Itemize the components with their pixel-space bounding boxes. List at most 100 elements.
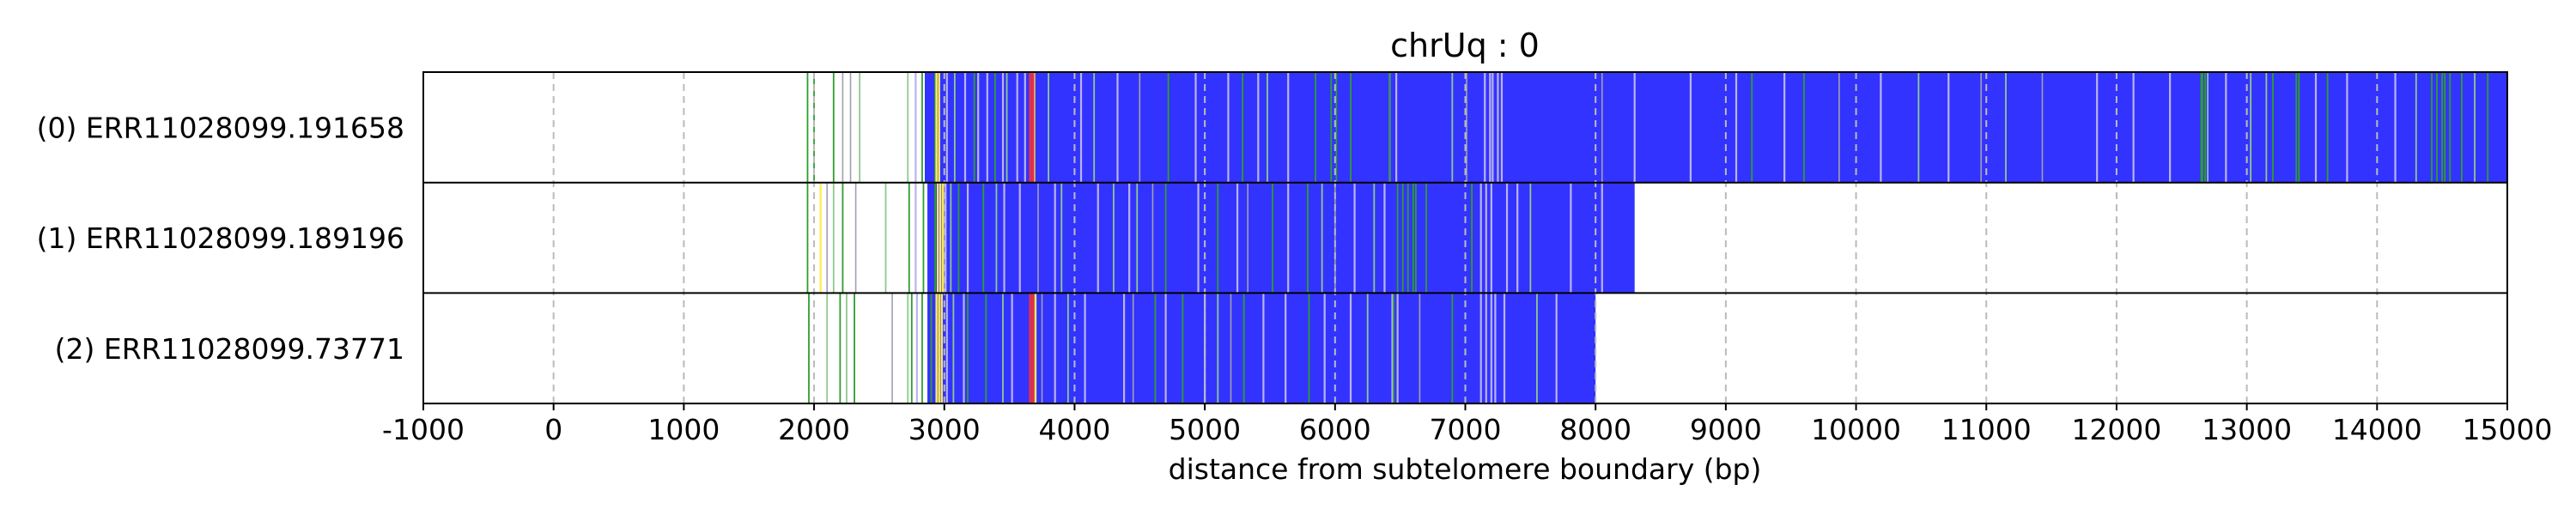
- read-row-1: [423, 182, 2507, 294]
- x-tick-label: 1000: [647, 413, 720, 446]
- green-feature-line: [841, 182, 844, 294]
- yellow-feature-line: [935, 293, 938, 404]
- lavender-feature-line: [1505, 182, 1509, 294]
- gray-feature-line: [1601, 72, 1603, 183]
- read-fill-bar: [927, 293, 1596, 404]
- yellow-feature-line: [939, 182, 942, 294]
- green-feature-line: [2298, 72, 2300, 183]
- x-tick-label: 12000: [2071, 413, 2161, 446]
- green-feature-line: [2436, 72, 2438, 183]
- light-green-feature-line: [2265, 72, 2268, 183]
- green-feature-line: [2326, 72, 2329, 183]
- lavender-feature-line: [963, 72, 967, 183]
- lavender-feature-line: [1227, 72, 1230, 183]
- green-feature-line: [1412, 182, 1414, 294]
- gray-feature-line: [1037, 182, 1039, 294]
- x-tick-label: 13000: [2202, 413, 2292, 446]
- lavender-feature-line: [1633, 72, 1636, 183]
- lavender-feature-line: [1323, 293, 1326, 404]
- lavender-feature-line: [1479, 293, 1482, 404]
- x-tick-label: -1000: [382, 413, 465, 446]
- lavender-feature-line: [1001, 72, 1005, 183]
- green-feature-line: [1242, 72, 1244, 183]
- light-green-feature-line: [826, 293, 829, 404]
- lavender-feature-line: [1479, 182, 1482, 294]
- light-green-feature-line: [1093, 72, 1096, 183]
- green-feature-line: [930, 293, 933, 404]
- yellow-feature-line: [936, 182, 939, 294]
- gray-feature-line: [1838, 72, 1840, 183]
- light-green-feature-line: [1917, 72, 1920, 183]
- lavender-feature-line: [915, 293, 918, 404]
- light-green-feature-line: [1529, 182, 1532, 294]
- green-feature-line: [2444, 72, 2446, 183]
- light-green-feature-line: [1536, 293, 1538, 404]
- green-feature-line: [934, 72, 937, 183]
- green-feature-line: [1451, 293, 1454, 404]
- light-green-feature-line: [1066, 293, 1069, 404]
- x-axis-label: distance from subtelomere boundary (bp): [1169, 452, 1762, 486]
- green-feature-line: [1401, 182, 1404, 294]
- gray-feature-line: [1041, 293, 1043, 404]
- green-feature-line: [957, 182, 960, 294]
- light-green-feature-line: [846, 293, 848, 404]
- green-feature-line: [1335, 72, 1338, 183]
- lavender-feature-line: [1494, 293, 1497, 404]
- gray-feature-line: [1247, 182, 1249, 294]
- green-feature-line: [832, 72, 835, 183]
- lavender-feature-line: [945, 293, 948, 404]
- light-green-feature-line: [2207, 72, 2209, 183]
- x-tick-label: 4000: [1038, 413, 1110, 446]
- green-feature-line: [910, 293, 913, 404]
- lavender-feature-line: [1497, 72, 1499, 183]
- light-green-feature-line: [1048, 72, 1049, 183]
- lavender-feature-line: [1287, 182, 1290, 294]
- lavender-feature-line: [986, 72, 988, 183]
- lavender-feature-line: [1287, 72, 1290, 183]
- lavender-feature-line: [1395, 72, 1398, 183]
- lavender-feature-line: [1018, 182, 1021, 294]
- green-feature-line: [1751, 72, 1753, 183]
- gray-feature-line: [2041, 72, 2044, 183]
- green-feature-line: [2487, 72, 2489, 183]
- gray-feature-line: [1980, 72, 1982, 183]
- light-green-feature-line: [1217, 293, 1219, 404]
- lavender-feature-line: [1601, 182, 1603, 294]
- gray-feature-line: [841, 72, 844, 183]
- green-feature-line: [1182, 293, 1184, 404]
- lavender-feature-line: [1116, 72, 1119, 183]
- light-green-feature-line: [995, 182, 998, 294]
- green-feature-line: [1307, 182, 1309, 294]
- green-feature-line: [1802, 72, 1805, 183]
- green-feature-line: [1388, 72, 1391, 183]
- green-feature-line: [1330, 72, 1333, 183]
- light-green-feature-line: [950, 182, 952, 294]
- light-green-feature-line: [2005, 72, 2007, 183]
- lavender-feature-line: [1003, 182, 1005, 294]
- light-green-feature-line: [832, 182, 835, 294]
- chart-title: chrUq : 0: [1390, 27, 1540, 64]
- light-green-feature-line: [1267, 72, 1268, 183]
- lavender-feature-line: [1500, 72, 1504, 183]
- green-feature-line: [2295, 72, 2298, 183]
- read-label: (2) ERR11028099.73771: [55, 332, 404, 366]
- gray-feature-line: [1334, 182, 1336, 294]
- y-axis-labels: (0) ERR11028099.191658 (1) ERR11028099.18…: [37, 111, 404, 365]
- light-green-feature-line: [1373, 182, 1376, 294]
- x-tick-label: 6000: [1299, 413, 1371, 446]
- green-feature-line: [2461, 72, 2463, 183]
- gray-feature-line: [1419, 293, 1421, 404]
- x-tick-label: 5000: [1169, 413, 1241, 446]
- lavender-feature-line: [2096, 72, 2099, 183]
- green-feature-line: [806, 182, 809, 294]
- read-label: (1) ERR11028099.189196: [37, 221, 404, 255]
- gray-feature-line: [1466, 72, 1467, 183]
- lavender-feature-line: [1484, 72, 1486, 183]
- green-feature-line: [808, 293, 810, 404]
- x-tick-label: 7000: [1430, 413, 1502, 446]
- green-feature-line: [1217, 182, 1219, 294]
- x-tick-label: 3000: [908, 413, 981, 446]
- green-feature-line: [934, 182, 937, 294]
- green-feature-line: [922, 182, 925, 294]
- lavender-feature-line: [2346, 72, 2348, 183]
